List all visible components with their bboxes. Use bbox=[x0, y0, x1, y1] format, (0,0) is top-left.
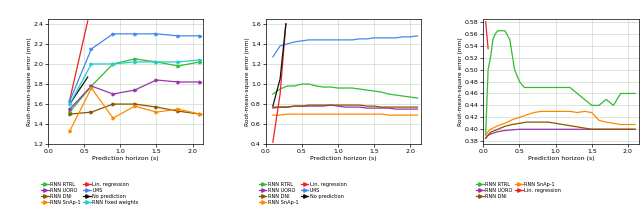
X-axis label: Prediction horizon (s): Prediction horizon (s) bbox=[528, 156, 595, 161]
Legend: RNN RTRL, RNN UORO, RNN DNI, RNN SnAp-1, Lin. regression, LMS, No prediction, RN: RNN RTRL, RNN UORO, RNN DNI, RNN SnAp-1,… bbox=[41, 182, 138, 205]
Legend: RNN RTRL, RNN UORO, RNN DNI, RNN SnAp-1, Lin. regression, LMS, No prediction: RNN RTRL, RNN UORO, RNN DNI, RNN SnAp-1,… bbox=[259, 182, 347, 205]
X-axis label: Prediction horizon (s): Prediction horizon (s) bbox=[310, 156, 377, 161]
Y-axis label: Root-mean-square error (mm): Root-mean-square error (mm) bbox=[27, 37, 32, 126]
Legend: RNN RTRL, RNN UORO, RNN DNI, RNN SnAp-1, Lin. regression: RNN RTRL, RNN UORO, RNN DNI, RNN SnAp-1,… bbox=[476, 182, 561, 199]
X-axis label: Prediction horizon (s): Prediction horizon (s) bbox=[92, 156, 159, 161]
Y-axis label: Root-mean-square error (mm): Root-mean-square error (mm) bbox=[458, 37, 463, 126]
Y-axis label: Root-mean-square error (mm): Root-mean-square error (mm) bbox=[244, 37, 250, 126]
